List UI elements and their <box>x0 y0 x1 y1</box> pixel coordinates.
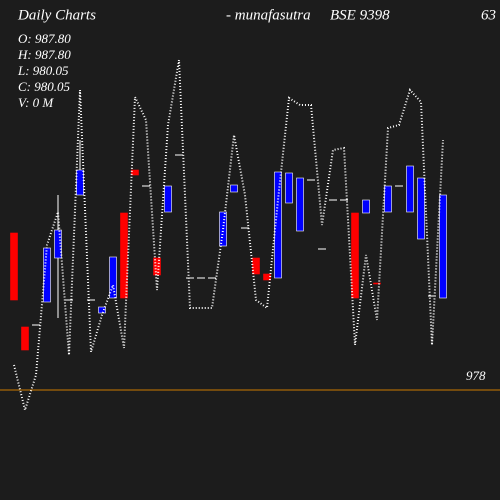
ohlc-label: C: 980.05 <box>18 79 71 94</box>
candle-body <box>230 184 238 193</box>
candle-body <box>439 194 447 299</box>
candle-body <box>10 232 18 301</box>
candle-body <box>285 172 293 204</box>
candle-body <box>98 306 106 314</box>
candle-body <box>109 256 117 299</box>
candle-body <box>164 185 172 213</box>
candle-body <box>384 185 392 213</box>
level-label: 978 <box>466 368 486 383</box>
candle-body <box>54 229 62 259</box>
candle-body <box>76 169 84 196</box>
corner-text: 63 <box>481 7 496 23</box>
chart-title: Daily Charts <box>17 7 96 23</box>
candle-body <box>351 212 359 299</box>
ohlc-label: V: 0 M <box>18 95 54 110</box>
price-line <box>13 59 444 414</box>
candle-body <box>417 177 425 240</box>
ohlc-label: L: 980.05 <box>17 63 69 78</box>
candle-body <box>373 282 381 285</box>
candle-body <box>362 199 370 214</box>
candle-body <box>252 257 260 275</box>
ohlc-label: H: 987.80 <box>17 47 71 62</box>
candle-body <box>21 326 29 351</box>
candle-body <box>131 169 139 176</box>
candle-body <box>406 165 414 213</box>
ohlc-label: O: 987.80 <box>18 31 71 46</box>
candle-body <box>274 171 282 279</box>
source: - munafasutra <box>226 7 311 23</box>
symbol: BSE 9398 <box>330 7 390 23</box>
candle-body <box>296 177 304 232</box>
